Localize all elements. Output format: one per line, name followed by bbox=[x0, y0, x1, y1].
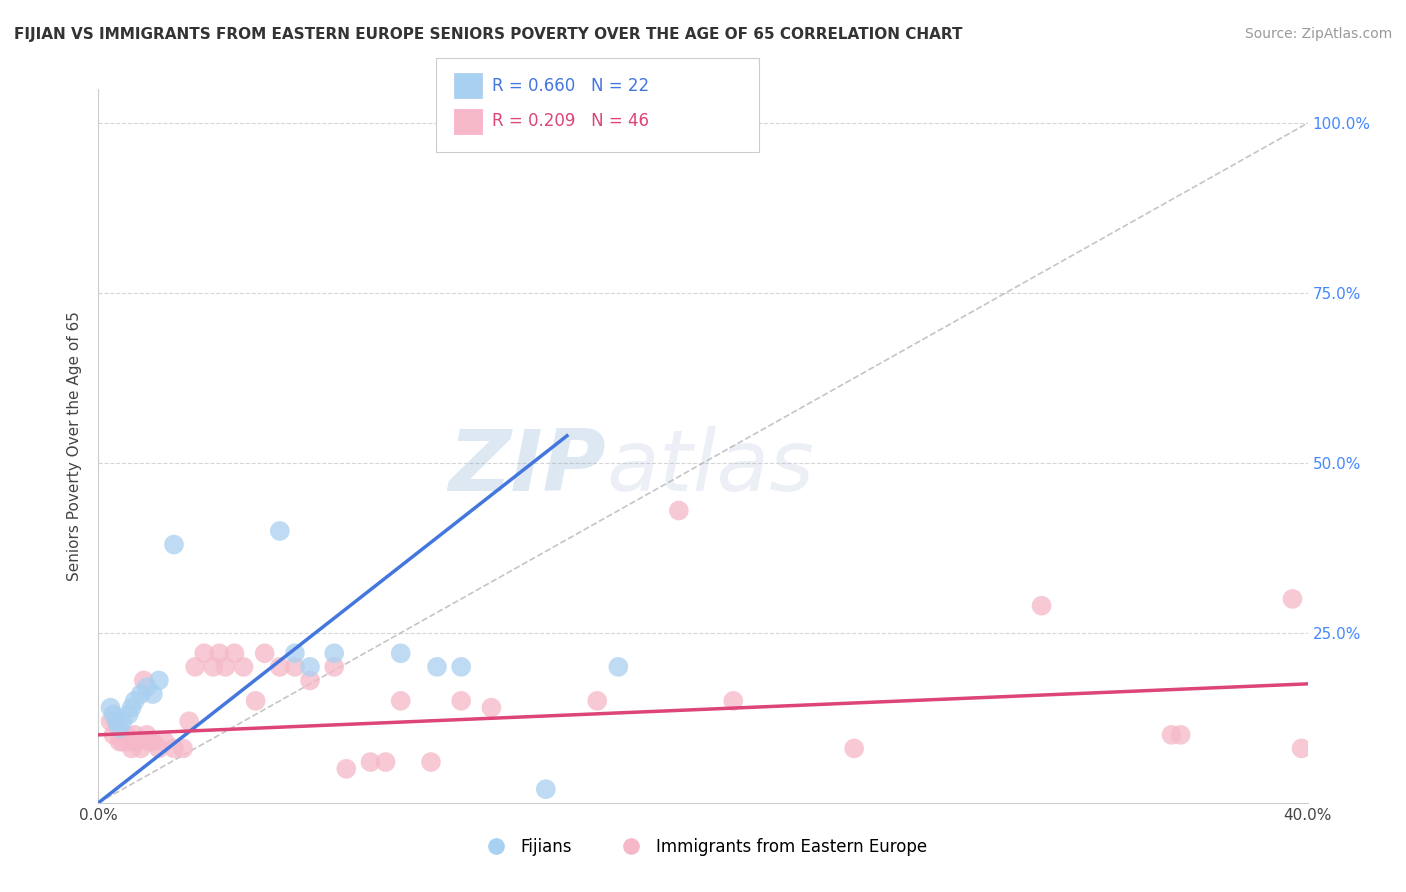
Point bbox=[253, 646, 276, 660]
Point bbox=[208, 646, 231, 660]
Point bbox=[607, 660, 630, 674]
Point bbox=[139, 734, 162, 748]
Point bbox=[245, 694, 267, 708]
Point bbox=[163, 537, 186, 551]
Point bbox=[153, 734, 176, 748]
Point bbox=[114, 728, 136, 742]
Point bbox=[121, 700, 143, 714]
Point bbox=[118, 707, 141, 722]
Point bbox=[148, 741, 170, 756]
Point bbox=[132, 673, 155, 688]
Point bbox=[103, 728, 125, 742]
Point bbox=[135, 680, 157, 694]
Point bbox=[269, 524, 291, 538]
Point bbox=[1291, 741, 1313, 756]
Point bbox=[135, 728, 157, 742]
Point bbox=[224, 646, 246, 660]
Point bbox=[214, 660, 236, 674]
Point bbox=[481, 700, 503, 714]
Point bbox=[389, 694, 412, 708]
Point bbox=[105, 714, 128, 729]
Point bbox=[723, 694, 745, 708]
Point bbox=[111, 734, 134, 748]
Point bbox=[1281, 591, 1303, 606]
Point bbox=[299, 673, 322, 688]
Point bbox=[844, 741, 866, 756]
Point bbox=[108, 734, 131, 748]
Point bbox=[179, 714, 201, 729]
Point bbox=[100, 714, 122, 729]
Point bbox=[129, 741, 152, 756]
Point bbox=[111, 714, 134, 729]
Point bbox=[323, 646, 346, 660]
Text: R = 0.660   N = 22: R = 0.660 N = 22 bbox=[492, 77, 650, 95]
Point bbox=[284, 660, 307, 674]
Point bbox=[202, 660, 225, 674]
Point bbox=[323, 660, 346, 674]
Point bbox=[299, 660, 322, 674]
Point bbox=[129, 687, 152, 701]
Point bbox=[118, 734, 141, 748]
Legend: Fijians, Immigrants from Eastern Europe: Fijians, Immigrants from Eastern Europe bbox=[472, 831, 934, 863]
Point bbox=[450, 660, 472, 674]
Point bbox=[232, 660, 254, 674]
Text: FIJIAN VS IMMIGRANTS FROM EASTERN EUROPE SENIORS POVERTY OVER THE AGE OF 65 CORR: FIJIAN VS IMMIGRANTS FROM EASTERN EUROPE… bbox=[14, 27, 963, 42]
Text: atlas: atlas bbox=[606, 425, 814, 509]
Point bbox=[103, 707, 125, 722]
Point bbox=[360, 755, 382, 769]
Point bbox=[420, 755, 443, 769]
Point bbox=[142, 734, 165, 748]
Point bbox=[1170, 728, 1192, 742]
Point bbox=[148, 673, 170, 688]
Point bbox=[269, 660, 291, 674]
Point bbox=[1160, 728, 1182, 742]
Point bbox=[163, 741, 186, 756]
Point bbox=[142, 687, 165, 701]
Point bbox=[100, 700, 122, 714]
Point bbox=[193, 646, 215, 660]
Point bbox=[534, 782, 557, 797]
Point bbox=[284, 646, 307, 660]
Point bbox=[108, 721, 131, 735]
Point bbox=[389, 646, 412, 660]
Point bbox=[1031, 599, 1053, 613]
Point bbox=[121, 741, 143, 756]
Point bbox=[127, 734, 149, 748]
Point bbox=[124, 728, 146, 742]
Text: Source: ZipAtlas.com: Source: ZipAtlas.com bbox=[1244, 27, 1392, 41]
Point bbox=[124, 694, 146, 708]
Point bbox=[184, 660, 207, 674]
Point bbox=[374, 755, 396, 769]
Point bbox=[426, 660, 449, 674]
Point bbox=[586, 694, 609, 708]
Text: ZIP: ZIP bbox=[449, 425, 606, 509]
Point bbox=[450, 694, 472, 708]
Point bbox=[172, 741, 194, 756]
Text: R = 0.209   N = 46: R = 0.209 N = 46 bbox=[492, 112, 650, 130]
Point bbox=[105, 714, 128, 729]
Y-axis label: Seniors Poverty Over the Age of 65: Seniors Poverty Over the Age of 65 bbox=[67, 311, 83, 581]
Point bbox=[668, 503, 690, 517]
Point bbox=[335, 762, 357, 776]
